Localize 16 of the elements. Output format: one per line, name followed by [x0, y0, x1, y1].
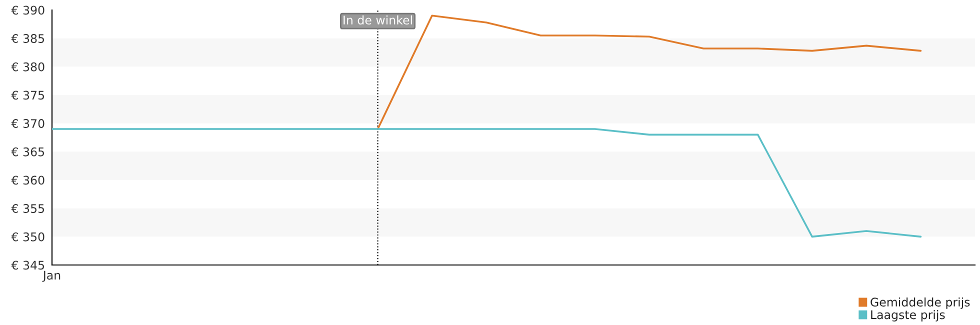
y-tick-label: € 360	[11, 176, 44, 185]
y-tick-label: € 355	[11, 204, 44, 213]
y-tick-label: € 350	[11, 232, 44, 242]
y-tick-label: € 385	[11, 34, 44, 43]
y-tick-label: € 390	[11, 6, 44, 15]
line-series	[376, 14, 922, 130]
y-tick-label: € 375	[11, 90, 44, 100]
y-tick-label: € 365	[11, 147, 44, 156]
annotation: In de winkel	[344, 15, 412, 25]
legend-label: Laagste prijs	[871, 310, 945, 322]
legend-label: Gemiddelde prijs	[870, 297, 970, 309]
y-tick-label: € 370	[11, 119, 44, 128]
y-tick-label: € 380	[11, 62, 44, 72]
y-tick-label: € 345	[11, 260, 44, 270]
line-series	[52, 128, 922, 238]
x-tick-label: Jan	[42, 270, 60, 282]
